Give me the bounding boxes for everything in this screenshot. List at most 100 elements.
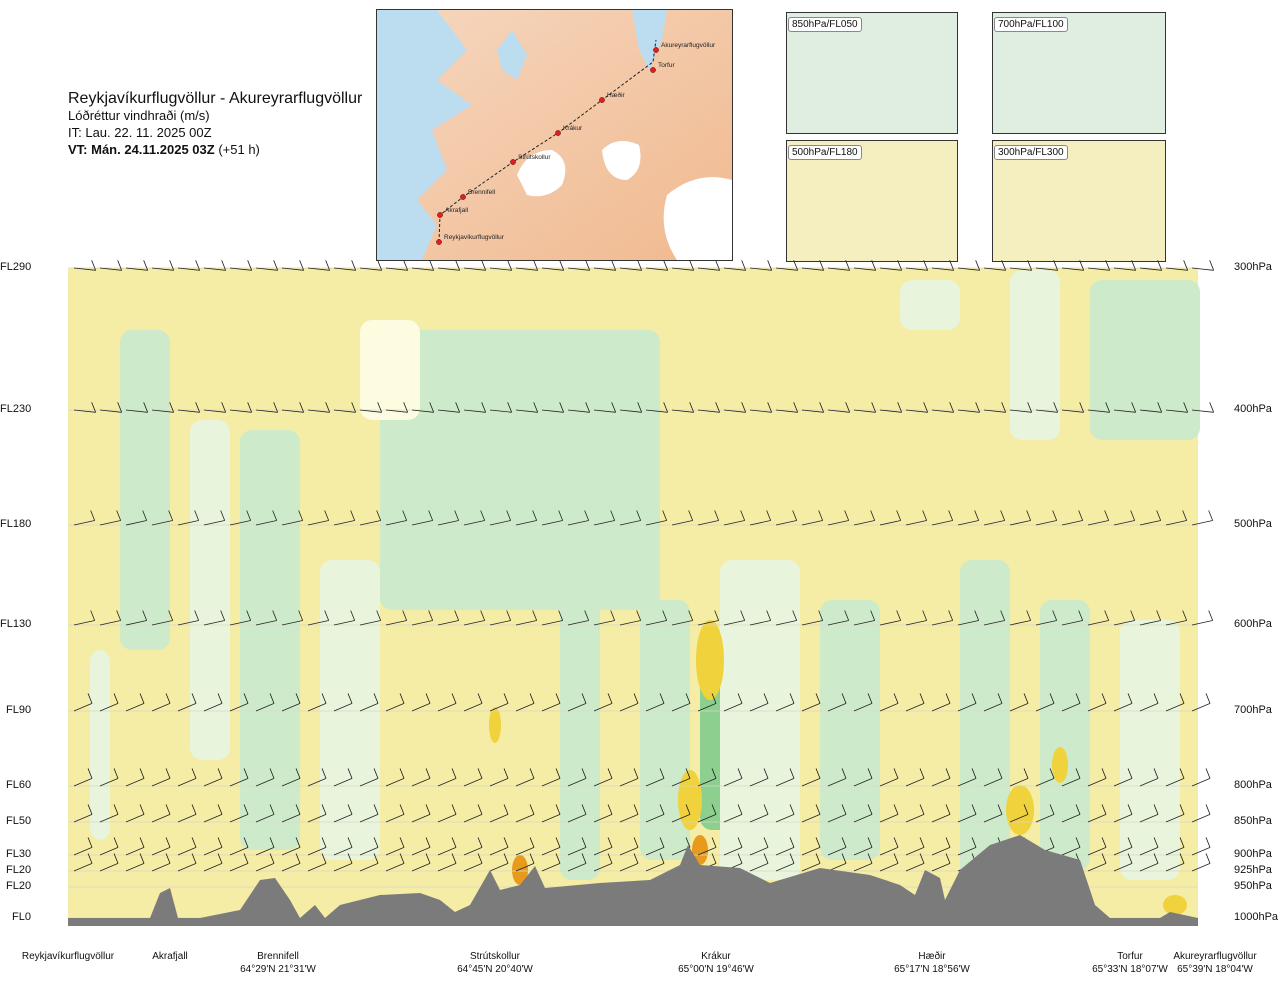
mini-map-500: 500hPa/FL180	[786, 140, 958, 262]
wind-barb	[775, 703, 795, 712]
wind-barb	[489, 620, 511, 626]
wind-barb	[645, 778, 665, 787]
wind-barb-flag	[1101, 853, 1107, 864]
wind-barb-flag	[247, 402, 253, 413]
wind-barb-flag	[974, 610, 980, 621]
wind-barb	[177, 863, 197, 872]
wind-barb	[1035, 778, 1055, 787]
wind-barb	[73, 620, 95, 626]
lake	[497, 30, 527, 80]
wind-barb-flag	[1101, 693, 1107, 704]
wind-barb	[125, 520, 147, 526]
terrain-profile	[68, 835, 1198, 926]
wind-barb-flag	[637, 260, 643, 271]
wind-barb	[905, 778, 925, 787]
wind-barb	[73, 703, 93, 712]
wind-barb	[983, 814, 1003, 823]
wind-barb	[515, 863, 535, 872]
wind-barb-flag	[529, 837, 535, 848]
wind-barb	[411, 620, 433, 626]
wind-barb-flag	[143, 402, 149, 413]
wind-barb-flag	[997, 693, 1003, 704]
wind-barb	[645, 520, 667, 526]
waypoint-marker	[510, 159, 516, 165]
wind-barb	[489, 520, 511, 526]
wind-barb	[151, 703, 171, 712]
wind-barb-flag	[844, 610, 850, 621]
wind-barb	[151, 520, 173, 526]
wind-barb-flag	[403, 260, 409, 271]
wind-barb	[1087, 778, 1107, 787]
wind-barb	[177, 814, 197, 823]
wind-barb-flag	[633, 768, 639, 779]
wind-barb	[229, 520, 251, 526]
wind-barb	[1035, 267, 1058, 271]
wind-barb-flag	[1001, 402, 1007, 413]
wind-barb-flag	[1209, 260, 1215, 271]
wind-barb-flag	[428, 610, 434, 621]
sink-cell	[696, 620, 724, 700]
velocity-band	[960, 560, 1010, 880]
wind-barb	[567, 703, 587, 712]
wind-barb	[593, 863, 613, 872]
hpa-tick-label: 700hPa	[1234, 704, 1272, 716]
wind-barb	[255, 778, 275, 787]
wind-barb	[255, 520, 277, 526]
location-label: Akrafjall	[152, 950, 188, 963]
wind-barb	[619, 620, 641, 626]
wind-barb	[1113, 778, 1133, 787]
wind-barb-flag	[272, 510, 278, 521]
wind-barb	[593, 814, 613, 823]
wind-barb-flag	[217, 804, 223, 815]
wind-barb	[801, 847, 821, 856]
wind-barb-flag	[325, 402, 331, 413]
wind-barb-flag	[1026, 510, 1032, 521]
waypoint-marker	[460, 194, 466, 200]
wind-barb	[723, 814, 743, 823]
wind-barb-flag	[1205, 804, 1211, 815]
wind-barb-flag	[116, 510, 122, 521]
wind-barb	[697, 814, 717, 823]
wind-barb	[411, 703, 431, 712]
wind-barb	[203, 814, 223, 823]
wind-barb-flag	[298, 510, 304, 521]
wind-barb-flag	[350, 610, 356, 621]
wind-barb	[437, 863, 457, 872]
wind-barb-flag	[269, 693, 275, 704]
wind-barb	[411, 267, 434, 271]
wind-barb-flag	[737, 693, 743, 704]
wind-barb	[1087, 847, 1107, 856]
wind-barb-flag	[766, 610, 772, 621]
wind-barb-flag	[269, 837, 275, 848]
wind-barb-flag	[376, 510, 382, 521]
wind-barb	[1009, 520, 1031, 526]
wind-barb	[567, 267, 590, 271]
wind-barb-flag	[893, 693, 899, 704]
wind-barb	[73, 409, 96, 413]
wind-barb-flag	[246, 610, 252, 621]
wind-barb-flag	[1101, 768, 1107, 779]
wind-barb	[931, 620, 953, 626]
wind-barb-flag	[220, 510, 226, 521]
wind-barb-flag	[1052, 610, 1058, 621]
wind-barb-flag	[919, 837, 925, 848]
wind-barb	[593, 847, 613, 856]
waypoint-label: Torfur	[658, 62, 675, 69]
wind-barb	[515, 620, 537, 626]
wind-barb	[931, 847, 951, 856]
wind-barb-flag	[740, 610, 746, 621]
wind-barb	[541, 778, 561, 787]
wind-barb-flag	[659, 693, 665, 704]
wind-barb-flag	[1027, 260, 1033, 271]
wind-barb	[281, 778, 301, 787]
chart-subtitle: Lóðréttur vindhraði (m/s)	[68, 108, 210, 123]
wind-barb	[801, 267, 824, 271]
wind-barb-flag	[481, 402, 487, 413]
wind-barb	[1113, 703, 1133, 712]
wind-barb	[567, 847, 587, 856]
wind-barb	[437, 778, 457, 787]
wind-barb-flag	[1127, 804, 1133, 815]
wind-barb	[1061, 267, 1084, 271]
wind-barb-flag	[945, 837, 951, 848]
wind-barb	[697, 409, 720, 413]
